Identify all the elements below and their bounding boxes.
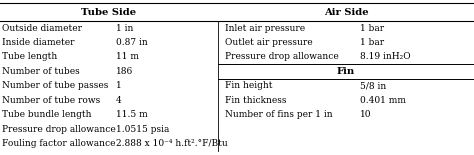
Text: 1 bar: 1 bar <box>360 24 384 33</box>
Text: Pressure drop allowance: Pressure drop allowance <box>2 124 116 134</box>
Text: Inside diameter: Inside diameter <box>2 38 75 47</box>
Text: 0.401 mm: 0.401 mm <box>360 96 406 105</box>
Text: 5/8 in: 5/8 in <box>360 81 386 90</box>
Text: 4: 4 <box>116 96 122 105</box>
Text: 10: 10 <box>360 110 372 119</box>
Text: Number of tube rows: Number of tube rows <box>2 96 100 105</box>
Text: 11 m: 11 m <box>116 52 139 62</box>
Text: 2.888 x 10⁻⁴ h.ft².°F/Btu: 2.888 x 10⁻⁴ h.ft².°F/Btu <box>116 139 228 148</box>
Text: Inlet air pressure: Inlet air pressure <box>225 24 305 33</box>
Text: 1.0515 psia: 1.0515 psia <box>116 124 170 134</box>
Text: Number of tubes: Number of tubes <box>2 67 80 76</box>
Text: Fin: Fin <box>337 67 355 76</box>
Text: Number of fins per 1 in: Number of fins per 1 in <box>225 110 333 119</box>
Text: 1: 1 <box>116 81 122 90</box>
Text: Outside diameter: Outside diameter <box>2 24 82 33</box>
Text: Tube bundle length: Tube bundle length <box>2 110 92 119</box>
Text: 11.5 m: 11.5 m <box>116 110 148 119</box>
Text: 1 bar: 1 bar <box>360 38 384 47</box>
Text: Tube length: Tube length <box>2 52 58 62</box>
Text: Fin height: Fin height <box>225 81 273 90</box>
Text: Pressure drop allowance: Pressure drop allowance <box>225 52 339 62</box>
Text: Fin thickness: Fin thickness <box>225 96 287 105</box>
Text: Outlet air pressure: Outlet air pressure <box>225 38 313 47</box>
Text: Air Side: Air Side <box>324 7 368 17</box>
Text: Tube Side: Tube Side <box>82 7 137 17</box>
Text: Number of tube passes: Number of tube passes <box>2 81 109 90</box>
Text: 186: 186 <box>116 67 133 76</box>
Text: 8.19 inH₂O: 8.19 inH₂O <box>360 52 411 62</box>
Text: Fouling factor allowance: Fouling factor allowance <box>2 139 116 148</box>
Text: 0.87 in: 0.87 in <box>116 38 148 47</box>
Text: 1 in: 1 in <box>116 24 134 33</box>
